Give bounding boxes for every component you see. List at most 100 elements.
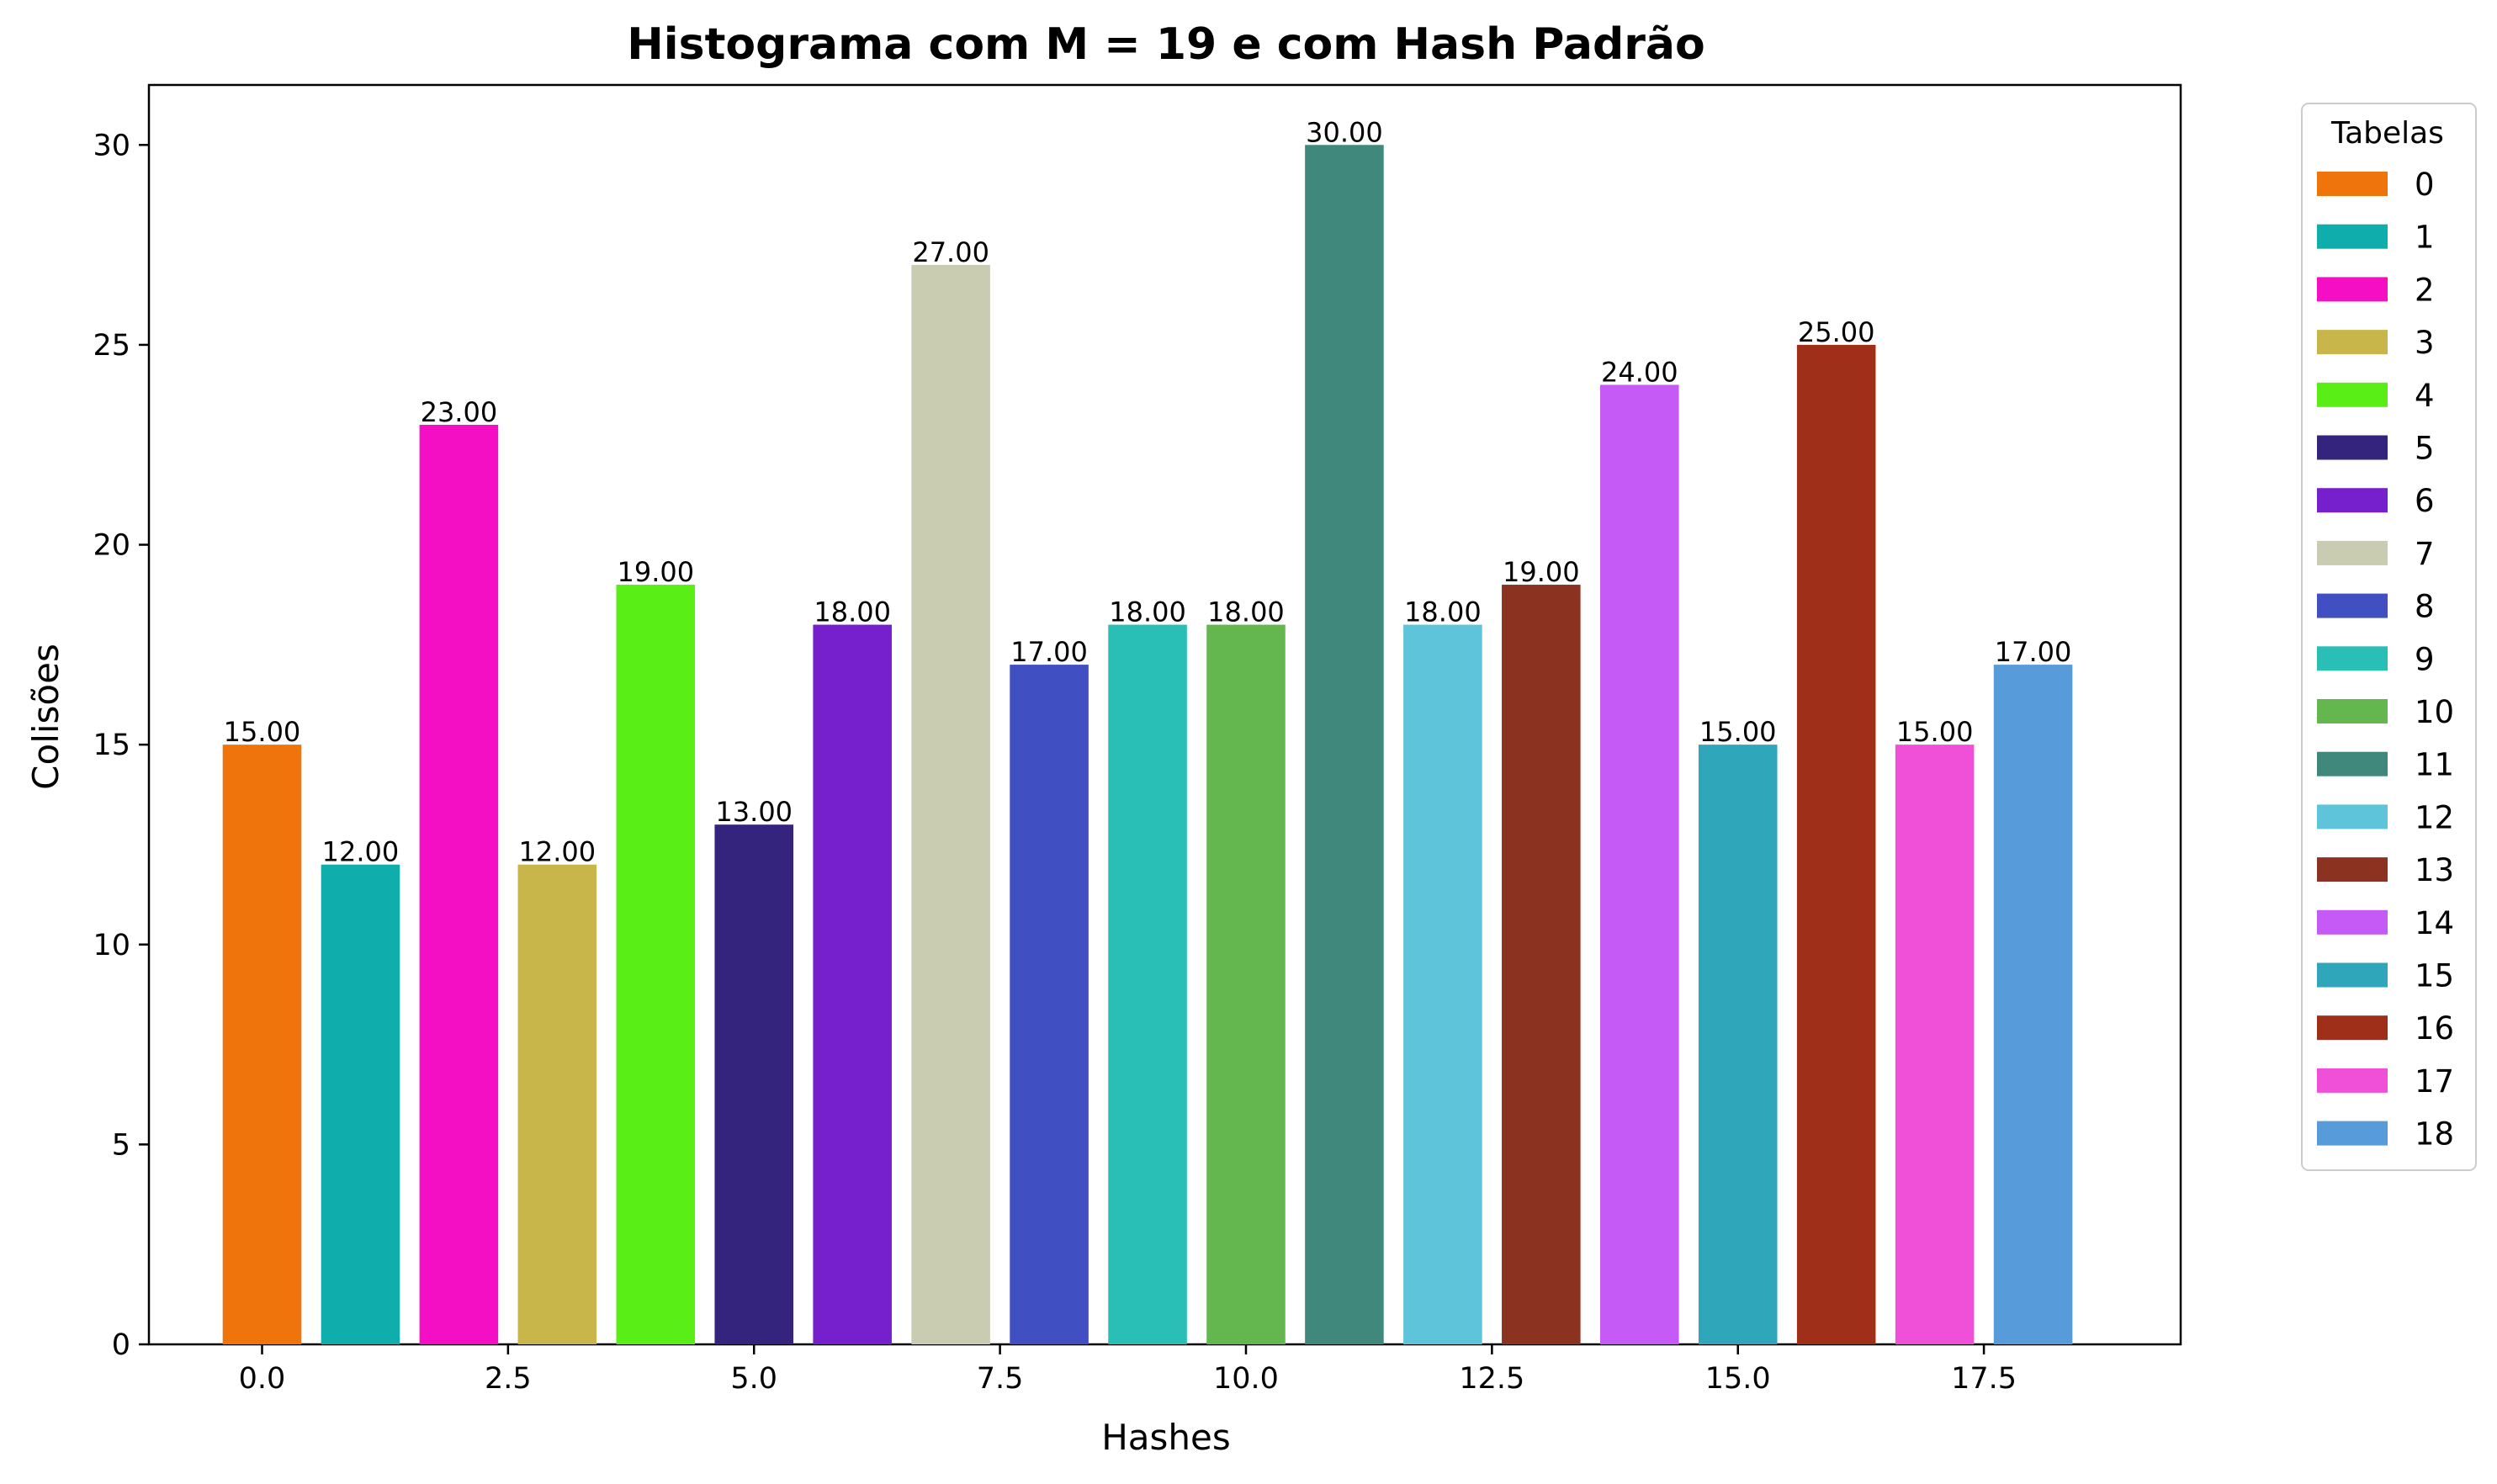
legend-label-0: 0 (2415, 167, 2435, 203)
bar-14 (1600, 384, 1679, 1344)
legend-label-3: 3 (2415, 325, 2435, 361)
bar-18 (1993, 665, 2073, 1344)
legend-swatch-1 (2317, 224, 2388, 249)
bar-value-label-15: 15.00 (1699, 716, 1777, 748)
x-tick-label: 2.5 (485, 1362, 532, 1396)
legend-label-1: 1 (2415, 220, 2435, 256)
x-tick-label: 12.5 (1459, 1362, 1524, 1396)
x-tick-label: 7.5 (977, 1362, 1024, 1396)
legend-swatch-16 (2317, 1015, 2388, 1041)
x-tick-label: 15.0 (1705, 1362, 1771, 1396)
y-axis-label: Colisões (25, 644, 66, 790)
bar-value-label-6: 18.00 (814, 596, 891, 628)
bar-value-label-16: 25.00 (1798, 316, 1875, 348)
legend-label-11: 11 (2415, 747, 2454, 783)
legend-label-8: 8 (2415, 589, 2435, 625)
bar-value-label-10: 18.00 (1207, 596, 1285, 628)
bar-value-label-18: 17.00 (1995, 636, 2072, 668)
legend-label-12: 12 (2415, 799, 2454, 835)
legend-label-10: 10 (2415, 694, 2454, 730)
bar-13 (1502, 585, 1581, 1344)
x-axis-label: Hashes (1101, 1417, 1231, 1458)
chart-title: Histograma com M = 19 e com Hash Padrão (627, 19, 1704, 70)
y-tick-label: 30 (93, 129, 130, 162)
legend-label-7: 7 (2415, 536, 2435, 572)
y-tick-label: 15 (93, 729, 130, 762)
legend-label-18: 18 (2415, 1116, 2454, 1153)
bar-17 (1895, 745, 1975, 1344)
bar-value-label-3: 12.00 (519, 836, 596, 868)
legend-label-9: 9 (2415, 641, 2435, 677)
x-tick-label: 17.5 (1951, 1362, 2017, 1396)
bar-value-label-0: 15.00 (224, 716, 301, 748)
legend-swatch-7 (2317, 540, 2388, 565)
legend-swatch-0 (2317, 172, 2388, 196)
legend-label-14: 14 (2415, 905, 2454, 941)
bar-16 (1796, 344, 1876, 1344)
y-tick-label: 20 (93, 529, 130, 563)
legend-label-16: 16 (2415, 1010, 2454, 1047)
y-tick-label: 5 (112, 1128, 130, 1162)
legend-swatch-17 (2317, 1068, 2388, 1093)
legend-swatch-2 (2317, 277, 2388, 302)
legend-swatch-9 (2317, 646, 2388, 671)
y-tick-label: 25 (93, 329, 130, 363)
bar-value-label-11: 30.00 (1306, 116, 1383, 148)
legend-swatch-13 (2317, 857, 2388, 882)
legend-label-17: 17 (2415, 1063, 2454, 1100)
bar-value-label-14: 24.00 (1601, 356, 1678, 388)
bar-value-label-9: 18.00 (1109, 596, 1186, 628)
legend-swatch-3 (2317, 330, 2388, 355)
y-tick-label: 0 (112, 1328, 130, 1362)
bar-10 (1206, 624, 1286, 1344)
x-tick-label: 0.0 (239, 1362, 286, 1396)
bar-0 (222, 745, 302, 1344)
bar-value-label-5: 13.00 (715, 796, 793, 828)
legend-label-6: 6 (2415, 483, 2435, 519)
bar-2 (419, 424, 499, 1344)
bar-7 (911, 264, 990, 1344)
y-axis: 0 5 10 15 20 25 30 (93, 129, 149, 1362)
y-tick-label: 10 (93, 929, 130, 962)
legend-swatch-6 (2317, 488, 2388, 513)
bar-value-label-13: 19.00 (1503, 556, 1580, 588)
bar-12 (1403, 624, 1482, 1344)
legend-swatch-15 (2317, 962, 2388, 988)
bar-15 (1698, 745, 1778, 1344)
x-tick-label: 5.0 (730, 1362, 777, 1396)
bar-6 (813, 624, 892, 1344)
legend-swatch-8 (2317, 593, 2388, 618)
bar-4 (616, 585, 696, 1344)
bar-8 (1010, 665, 1089, 1344)
legend-title: Tabelas (2330, 116, 2444, 151)
bar-3 (517, 864, 597, 1344)
bar-1 (321, 864, 400, 1344)
bar-11 (1305, 145, 1384, 1344)
bar-value-label-8: 17.00 (1010, 636, 1088, 668)
legend-swatch-5 (2317, 435, 2388, 460)
legend-label-4: 4 (2415, 378, 2435, 414)
bar-value-label-2: 23.00 (421, 396, 498, 428)
legend-frame (2301, 103, 2477, 1171)
x-axis: 0.0 2.5 5.0 7.5 10.0 12.5 15.0 17.5 (239, 1344, 2017, 1396)
legend-swatch-10 (2317, 699, 2388, 723)
legend-label-2: 2 (2415, 272, 2435, 308)
bar-value-label-12: 18.00 (1404, 596, 1482, 628)
bar-9 (1108, 624, 1187, 1344)
legend-swatch-18 (2317, 1121, 2388, 1146)
bar-value-label-7: 27.00 (912, 236, 989, 268)
legend-label-13: 13 (2415, 852, 2454, 888)
legend-swatch-11 (2317, 751, 2388, 776)
bar-value-label-1: 12.00 (322, 836, 400, 868)
legend-swatch-4 (2317, 382, 2388, 407)
x-tick-label: 10.0 (1213, 1362, 1279, 1396)
bar-5 (714, 824, 794, 1344)
legend-swatch-14 (2317, 909, 2388, 935)
legend-label-5: 5 (2415, 431, 2435, 467)
bars-group (222, 145, 2073, 1344)
data-labels-group: 15.00 12.00 23.00 12.00 19.00 13.00 18.00 27.00… (224, 116, 2072, 867)
legend-swatch-12 (2317, 804, 2388, 829)
